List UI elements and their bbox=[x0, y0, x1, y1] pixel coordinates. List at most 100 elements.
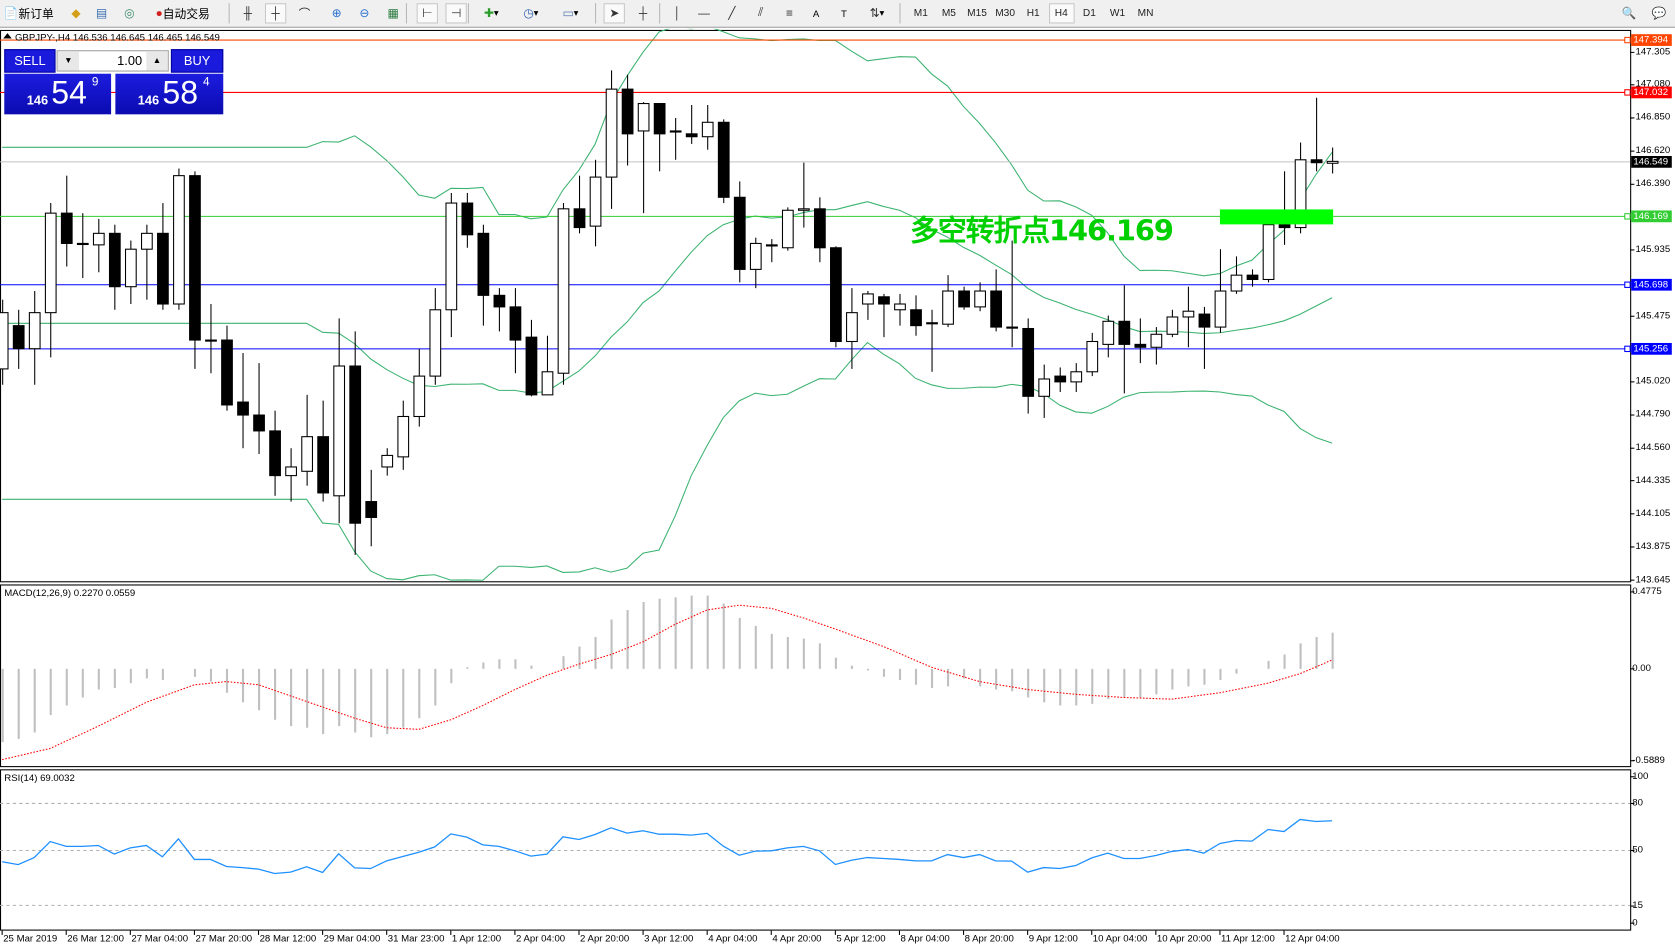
text-button[interactable]: A bbox=[807, 3, 826, 23]
bar-chart-button[interactable]: ╫ bbox=[237, 3, 258, 23]
timeframe-d1[interactable]: D1 bbox=[1082, 7, 1096, 20]
lot-decrease-button[interactable]: ▼ bbox=[57, 51, 80, 71]
bear-candle bbox=[189, 175, 201, 341]
bull-candle bbox=[1166, 316, 1179, 335]
horizontal-line-button[interactable]: — bbox=[694, 3, 713, 23]
zoom-out-button[interactable]: ⊖ bbox=[354, 3, 375, 23]
line-chart-button[interactable]: ⌒ bbox=[294, 3, 315, 23]
crosshair-button[interactable]: ┼ bbox=[632, 3, 653, 23]
price-axis-label: 144.335 bbox=[1635, 474, 1671, 485]
macd-axis-label: -0.5889 bbox=[1632, 754, 1665, 766]
price-line-tag: 145.698 bbox=[1631, 278, 1672, 291]
signals-icon: ◎ bbox=[124, 7, 135, 21]
bull-candle bbox=[445, 202, 458, 311]
bull-candle bbox=[637, 103, 650, 132]
sell-price-prefix: 146 bbox=[26, 92, 49, 108]
timeframe-mn[interactable]: MN bbox=[1137, 7, 1154, 20]
buy-button[interactable]: BUY bbox=[170, 49, 224, 73]
time-axis-label: 26 Mar 12:00 bbox=[67, 932, 124, 944]
bear-candle bbox=[910, 309, 922, 327]
bull-candle bbox=[589, 176, 602, 227]
bull-candle bbox=[333, 365, 346, 497]
bear-candle bbox=[878, 296, 890, 305]
arrows-button[interactable]: ⇅ ▾ bbox=[863, 3, 891, 23]
price-axis-label: 143.875 bbox=[1635, 540, 1671, 552]
chart-shift-icon: ⊢ bbox=[422, 7, 433, 21]
toolbar-separator bbox=[228, 3, 230, 24]
fibonacci-icon: ≡ bbox=[785, 6, 793, 20]
zoom-in-button[interactable]: ⊕ bbox=[326, 3, 347, 23]
bear-candle bbox=[12, 325, 25, 350]
bear-candle bbox=[685, 133, 698, 138]
chat-icon[interactable]: 💬 bbox=[1651, 7, 1667, 21]
lot-stepper[interactable]: ▼ 1.00 ▲ bbox=[56, 50, 169, 72]
bull-candle bbox=[797, 208, 810, 211]
text-label-button[interactable]: T bbox=[834, 3, 853, 23]
timeframe-m1[interactable]: M1 bbox=[913, 7, 928, 20]
lot-increase-button[interactable]: ▲ bbox=[146, 51, 168, 71]
bear-candle bbox=[349, 365, 362, 524]
timeframe-h1[interactable]: H1 bbox=[1026, 7, 1040, 20]
rsi-title: RSI(14) 69.0032 bbox=[4, 772, 75, 784]
timeframe-m15[interactable]: M15 bbox=[967, 7, 987, 20]
zoom-out-icon: ⊖ bbox=[359, 7, 370, 21]
bear-candle bbox=[1198, 313, 1211, 328]
indicators-button[interactable]: ✚ ▾ bbox=[478, 3, 506, 23]
fibonacci-button[interactable]: ≡ bbox=[779, 3, 800, 23]
timeframe-m5[interactable]: M5 bbox=[941, 7, 956, 20]
bollinger-lower bbox=[2, 341, 1333, 581]
collapse-icon[interactable] bbox=[3, 33, 12, 39]
pivot-annotation-text[interactable]: 多空转折点146.169 bbox=[910, 214, 1174, 248]
auto-trading-button[interactable]: ● 自动交易 bbox=[145, 3, 220, 23]
lot-input[interactable]: 1.00 bbox=[117, 53, 143, 69]
bull-candle bbox=[765, 244, 778, 247]
line-handle bbox=[1624, 345, 1631, 353]
search-icon[interactable]: 🔍 bbox=[1621, 7, 1637, 21]
timeframe-m30[interactable]: M30 bbox=[995, 7, 1015, 20]
horizontal-line-icon: — bbox=[698, 6, 710, 20]
market-watch-button[interactable]: ◆ bbox=[66, 3, 85, 23]
sell-price[interactable]: 146 54 9 bbox=[4, 73, 112, 115]
chart-shift-button[interactable]: ⊢ bbox=[416, 3, 438, 24]
chart-window[interactable]: GBPJPY-,H4 146.536 146.645 146.465 146.5… bbox=[0, 28, 1675, 952]
bear-candle bbox=[237, 401, 249, 416]
bear-candle bbox=[477, 232, 490, 296]
market-watch-icon: ◆ bbox=[71, 7, 81, 21]
chart-canvas bbox=[0, 28, 1635, 935]
bear-candle bbox=[1022, 327, 1035, 397]
candlestick-chart-button[interactable]: ┼ bbox=[264, 3, 287, 24]
bear-candle bbox=[573, 208, 586, 229]
new-order-button[interactable]: 📄 新订单 bbox=[2, 3, 55, 23]
vertical-line-icon: │ bbox=[673, 6, 681, 20]
auto-trading-icon: ● bbox=[155, 6, 163, 20]
bear-candle bbox=[157, 232, 169, 305]
toolbar-separator bbox=[595, 3, 597, 24]
cursor-button[interactable]: ➤ bbox=[603, 3, 625, 24]
bull-candle bbox=[701, 121, 714, 138]
equidistant-channel-button[interactable]: ⫽ bbox=[750, 3, 771, 23]
equidistant-channel-icon: ⫽ bbox=[757, 6, 764, 20]
auto-scroll-button[interactable]: ⊣ bbox=[445, 3, 467, 24]
bull-candle bbox=[605, 88, 618, 178]
sell-button[interactable]: SELL bbox=[4, 49, 56, 73]
timeframe-w1[interactable]: W1 bbox=[1109, 7, 1126, 20]
bull-candle bbox=[926, 322, 938, 325]
navigator-button[interactable]: ▤ bbox=[92, 3, 111, 23]
new-order-icon: 📄 bbox=[3, 7, 19, 21]
time-axis-label: 25 Mar 2019 bbox=[3, 932, 58, 944]
periods-button[interactable]: ◷ ▾ bbox=[517, 3, 545, 23]
vertical-line-button[interactable]: │ bbox=[668, 3, 687, 23]
toolbar-separator bbox=[405, 3, 407, 24]
timeframe-h4[interactable]: H4 bbox=[1048, 3, 1075, 24]
templates-button[interactable]: ▭ ▾ bbox=[557, 3, 585, 23]
time-axis-label: 9 Apr 12:00 bbox=[1028, 932, 1078, 944]
bull-candle bbox=[942, 290, 954, 325]
price-axis-label: 144.790 bbox=[1635, 408, 1671, 420]
buy-price[interactable]: 146 58 4 bbox=[115, 73, 224, 115]
tile-windows-button[interactable]: ▦ bbox=[382, 3, 403, 23]
trendline-button[interactable]: ╱ bbox=[722, 3, 741, 23]
toolbar-separator bbox=[899, 3, 901, 24]
bear-candle bbox=[621, 88, 634, 135]
bull-candle bbox=[28, 312, 41, 350]
signals-button[interactable]: ◎ bbox=[120, 3, 139, 23]
